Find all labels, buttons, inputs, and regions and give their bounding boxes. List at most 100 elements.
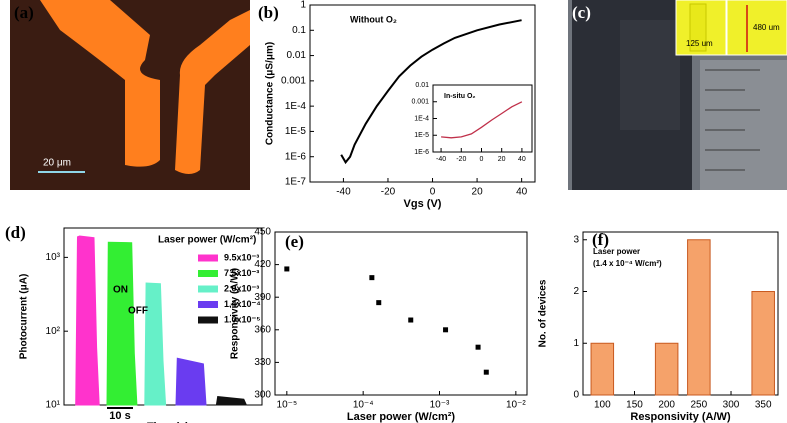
panel-label: (f) [592,230,609,249]
y-tick-label: 1E-5 [414,132,429,139]
data-line [340,19,522,165]
legend-label: 9.5x10⁻³ [224,252,259,262]
y-axis-label: No. of devices [538,279,549,347]
x-axis-label: Vgs (V) [404,198,442,210]
x-tick-label: 20 [472,187,484,198]
annotation: OFF [128,306,148,317]
y-tick-label: 1E-4 [414,115,429,122]
legend-label: 1.0x10⁻⁵ [224,314,261,324]
x-tick-label: 10⁻³ [430,400,450,411]
legend-label: 7.5x10⁻³ [224,268,259,278]
x-axis-label: Responsivity (A/W) [630,411,731,423]
legend-swatch [198,254,218,262]
x-tick-label: 100 [594,400,611,411]
legend-label: 1.4x10⁻⁴ [224,299,261,309]
panel-label: (e) [285,232,304,251]
x-tick-label: -20 [381,187,396,198]
data-line [441,101,523,139]
legend-swatch [198,270,218,277]
inset-label: 125 um [686,39,713,48]
point [408,317,414,323]
pulse-area [144,282,167,406]
x-tick-label: -40 [436,156,446,163]
scale-bar-label: 10 s [109,410,130,422]
y-tick-label: 10³ [46,252,61,263]
x-tick-label: 10⁻⁴ [353,400,374,411]
panel-label: (d) [5,223,26,242]
point [443,327,449,333]
y-tick-label: 0.1 [292,25,306,36]
x-axis-label: Laser power (W/cm²) [347,411,456,423]
y-tick-label: 0.001 [411,99,429,106]
x-tick-label: 150 [626,400,643,411]
y-tick-label: 330 [254,357,271,368]
plot-frame [582,231,779,396]
y-tick-label: 0 [573,390,579,401]
bar [687,239,711,396]
plot-frame [274,231,528,396]
plot-frame [432,84,533,153]
pulse-area [106,241,138,406]
y-tick-label: 10² [46,326,61,337]
plot-frame [309,4,536,183]
y-axis-label: Photocurrent (μA) [19,274,30,360]
y-tick-label: 1E-6 [285,151,307,162]
micrograph-a: 20 μm (a) [10,0,250,190]
y-tick-label: 1E-6 [414,149,429,156]
x-tick-label: 0 [430,187,436,198]
x-tick-label: 200 [658,400,675,411]
y-tick-label: 1 [573,338,579,349]
x-tick-label: 40 [518,156,526,163]
legend-swatch [198,316,218,324]
x-tick-label: 10⁻⁵ [277,400,298,411]
y-tick-label: 10¹ [46,400,61,411]
annotation: Laser power [593,247,640,256]
legend-swatch [198,301,218,308]
legend-swatch [198,285,218,293]
legend-label: 2.0x10⁻³ [224,283,259,293]
x-axis-label: Time (s) [147,421,189,423]
annotation: ON [113,285,128,296]
y-tick-label: 1 [300,0,306,11]
point [483,369,489,375]
y-tick-label: 300 [254,390,271,401]
y-tick-label: 360 [254,324,271,335]
y-tick-label: 3 [573,234,579,245]
x-tick-label: 250 [690,400,707,411]
y-tick-label: 1E-4 [285,101,307,112]
pulse-area [75,235,100,406]
y-tick-label: 450 [254,227,271,238]
y-axis-label: Responsivity (A/W) [230,268,241,359]
scale-bar-label: 20 μm [43,158,71,169]
x-tick-label: 20 [498,156,506,163]
x-tick-label: 0 [480,156,484,163]
x-tick-label: -20 [456,156,466,163]
point [376,300,382,306]
point [284,266,290,272]
y-tick-label: 0.01 [287,50,307,61]
x-tick-label: 40 [516,187,528,198]
annotation: (1.4 x 10⁻⁴ W/cm²) [593,259,662,268]
y-tick-label: 0.001 [281,75,306,86]
panel-label: (b) [258,3,279,22]
legend-title: Laser power (W/cm²) [158,235,256,246]
y-tick-label: 0.01 [415,82,429,89]
y-tick-label: 1E-5 [285,126,307,137]
x-tick-label: 10⁻² [506,400,526,411]
x-tick-label: 350 [755,400,772,411]
inset-label: 480 um [753,23,780,32]
pulse-area [175,357,207,406]
y-tick-label: 1E-7 [285,177,307,188]
point [475,344,481,350]
y-axis-label: Conductance (μS/μm) [265,42,276,145]
x-tick-label: -40 [336,187,351,198]
annotation: In-situ O₂ [444,93,476,100]
bar [590,342,615,396]
y-tick-label: 390 [254,292,271,303]
photo-c: 125 um 480 um (c) [568,0,787,190]
y-tick-label: 2 [573,286,579,297]
pulse-area [215,396,248,406]
y-tick-label: 420 [254,259,271,270]
x-tick-label: 300 [723,400,740,411]
